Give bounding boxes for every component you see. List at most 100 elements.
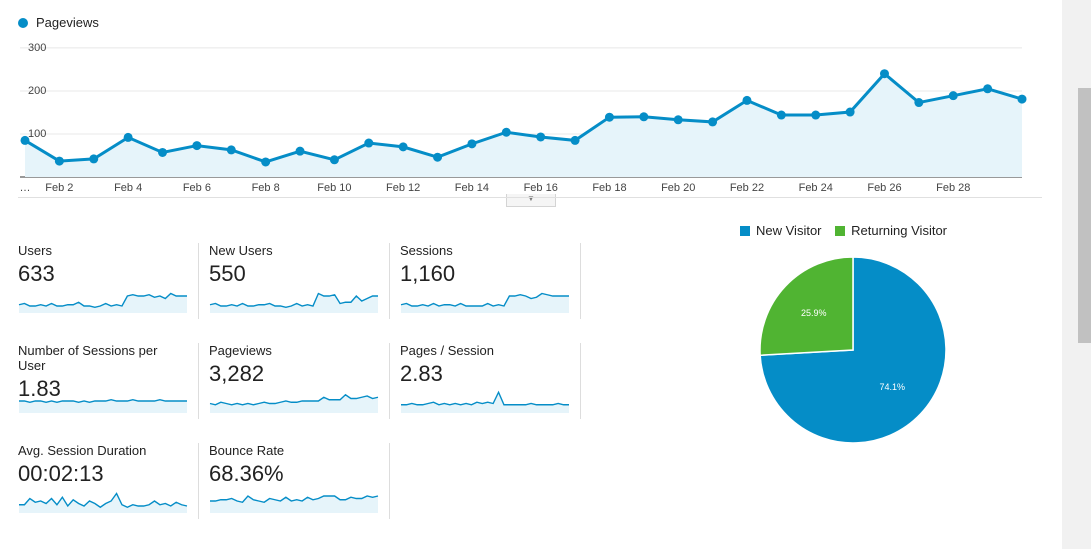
metric-separator: [389, 343, 390, 419]
slice-data-label: 74.1%: [879, 382, 905, 392]
x-tick-label: Feb 14: [455, 182, 489, 194]
data-point[interactable]: [329, 155, 339, 165]
pageviews-area: [25, 73, 1022, 177]
data-point[interactable]: [914, 98, 924, 108]
metric-value: 00:02:13: [18, 461, 104, 486]
metric-card[interactable]: Bounce Rate 68.36%: [209, 443, 379, 518]
metric-card[interactable]: Number of Sessions per User 1.83: [18, 343, 188, 418]
sparkline-area: [210, 496, 378, 513]
visitor-pie-chart[interactable]: 74.1% 25.9%: [755, 252, 951, 448]
metric-sparkline: [18, 292, 187, 313]
legend-item-returning-visitor[interactable]: Returning Visitor: [835, 223, 947, 238]
metric-sparkline: [209, 393, 379, 413]
returning-visitor-swatch: [835, 226, 846, 236]
pageviews-legend-dot: [18, 18, 28, 28]
data-point[interactable]: [604, 112, 614, 122]
data-point[interactable]: [879, 69, 889, 79]
sparkline-area: [401, 293, 569, 313]
metric-separator: [389, 443, 390, 519]
y-tick-label: 200: [28, 85, 46, 97]
metric-card[interactable]: Sessions 1,160: [400, 243, 570, 318]
chart-legend[interactable]: Pageviews: [18, 15, 99, 30]
metric-sparkline: [19, 399, 187, 413]
metric-value: 3,282: [209, 361, 265, 386]
sparkline-area: [19, 399, 187, 413]
x-tick-label: Feb 2: [45, 182, 73, 194]
data-point[interactable]: [845, 107, 855, 117]
data-point[interactable]: [467, 139, 477, 149]
data-point[interactable]: [673, 115, 683, 125]
data-point[interactable]: [295, 146, 305, 156]
sparkline-area: [19, 293, 187, 313]
y-tick-label: 300: [28, 42, 46, 54]
x-tick-label: …: [20, 182, 31, 194]
data-point[interactable]: [948, 91, 958, 101]
metric-card[interactable]: Avg. Session Duration 00:02:13: [18, 443, 188, 518]
x-tick-label: Feb 16: [524, 182, 558, 194]
x-tick-label: Feb 4: [114, 182, 142, 194]
sparkline-line: [210, 495, 379, 504]
data-point[interactable]: [708, 117, 718, 127]
data-point[interactable]: [158, 147, 168, 157]
metric-card[interactable]: New Users 550: [209, 243, 379, 318]
pageviews-series-line: [24, 71, 1023, 164]
returning-visitor-slice[interactable]: [759, 256, 854, 357]
metric-label: Number of Sessions per User: [18, 343, 158, 373]
data-point[interactable]: [261, 157, 271, 167]
metric-sparkline: [19, 492, 188, 513]
data-point[interactable]: [192, 141, 202, 151]
data-point[interactable]: [742, 95, 752, 105]
metric-value: 68.36%: [209, 461, 284, 486]
data-point[interactable]: [983, 84, 993, 94]
metric-separator: [198, 443, 199, 519]
data-point[interactable]: [398, 142, 408, 152]
x-tick-label: Feb 22: [730, 182, 764, 194]
data-point[interactable]: [54, 156, 64, 166]
metric-value: 1,160: [400, 261, 456, 286]
sparkline-line: [19, 492, 188, 509]
chart-collapse-handle[interactable]: ▼: [506, 194, 556, 207]
data-point[interactable]: [123, 132, 133, 142]
sparkline-line: [19, 399, 187, 403]
metric-label: Sessions: [400, 243, 453, 258]
pageviews-line-chart[interactable]: 100 200 300 … Feb 2 Feb 4 Feb 6 Feb 8 Feb 10 Feb …: [0, 35, 1050, 195]
pie-legend: New Visitor Returning Visitor: [740, 223, 947, 238]
x-tick-label: Feb 20: [661, 182, 695, 194]
data-point[interactable]: [811, 110, 821, 120]
x-tick-label: Feb 8: [252, 182, 280, 194]
metric-label: Users: [18, 243, 52, 258]
x-tick-label: Feb 12: [386, 182, 420, 194]
sparkline-area: [210, 394, 378, 413]
metric-card[interactable]: Users 633: [18, 243, 188, 318]
metric-separator: [198, 243, 199, 319]
sparkline-line: [400, 292, 569, 307]
data-point[interactable]: [776, 110, 786, 120]
data-point[interactable]: [226, 145, 236, 155]
x-tick-label: Feb 28: [936, 182, 970, 194]
data-point[interactable]: [536, 132, 546, 142]
x-tick-label: Feb 6: [183, 182, 211, 194]
data-point[interactable]: [433, 152, 443, 162]
chart-divider: [18, 197, 1042, 198]
metric-card[interactable]: Pages / Session 2.83: [400, 343, 570, 418]
metric-separator: [580, 343, 581, 419]
data-point[interactable]: [501, 127, 511, 137]
metric-value: 2.83: [400, 361, 443, 386]
metric-sparkline: [209, 292, 378, 313]
sparkline-area: [401, 392, 569, 413]
data-point[interactable]: [639, 112, 649, 122]
data-point[interactable]: [570, 135, 580, 145]
data-point[interactable]: [20, 135, 30, 145]
metric-card[interactable]: Pageviews 3,282: [209, 343, 379, 418]
data-point[interactable]: [364, 138, 374, 148]
legend-item-new-visitor[interactable]: New Visitor: [740, 223, 822, 238]
metric-sparkline: [401, 390, 569, 413]
metric-sparkline: [400, 292, 569, 313]
scrollbar-thumb[interactable]: [1078, 88, 1091, 343]
data-point[interactable]: [1017, 94, 1027, 104]
x-tick-label: Feb 24: [799, 182, 833, 194]
metric-value: 633: [18, 261, 55, 286]
x-tick-label: Feb 26: [867, 182, 901, 194]
data-point[interactable]: [89, 154, 99, 164]
sparkline-line: [209, 393, 379, 406]
